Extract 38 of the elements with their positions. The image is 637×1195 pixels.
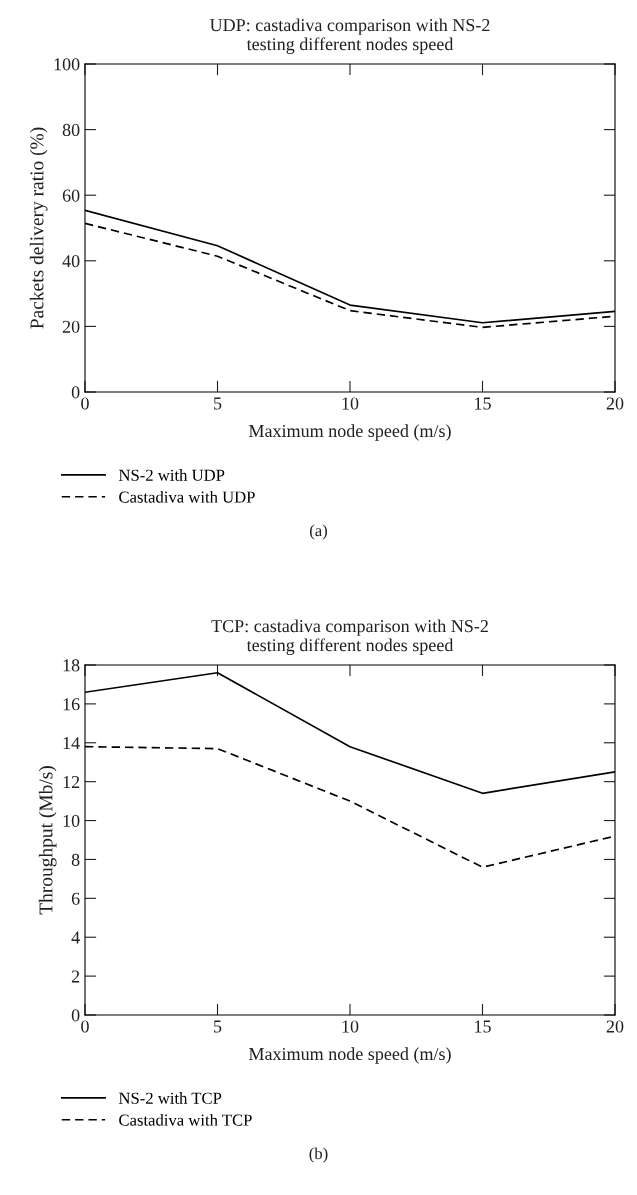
y-tick-label: 16 bbox=[63, 698, 80, 711]
x-tick-label: 10 bbox=[342, 1020, 359, 1033]
legend-label: NS-2 with UDP bbox=[118, 469, 225, 481]
text: (b) bbox=[309, 1147, 328, 1163]
chart-title: TCP: castadiva comparison with NS-2 testing different nodes speed bbox=[211, 619, 488, 656]
x-axis-title: Maximum node speed (m/s) bbox=[248, 1047, 451, 1064]
y-tick-label: 12 bbox=[63, 775, 80, 788]
y-tick-label: 18 bbox=[63, 659, 80, 672]
y-tick-label: 14 bbox=[63, 737, 80, 750]
chart-title: UDP: castadiva comparison with NS-2 testing different nodes speed bbox=[209, 18, 490, 55]
y-axis-title: Packets delivery ratio (%) bbox=[29, 127, 48, 329]
y-tick-label: 60 bbox=[62, 189, 80, 202]
x-tick-label: 15 bbox=[475, 1020, 491, 1033]
y-tick-label: 0 bbox=[71, 386, 80, 399]
x-axis-title: Maximum node speed (m/s) bbox=[248, 424, 451, 441]
x-tick-label: 15 bbox=[475, 397, 491, 410]
y-tick-label: 100 bbox=[54, 58, 80, 71]
x-tick-label: 0 bbox=[81, 1020, 89, 1033]
y-axis-title: Throughput (Mb/s) bbox=[38, 766, 57, 915]
y-tick-label: 80 bbox=[62, 123, 80, 137]
x-tick-label: 5 bbox=[214, 1020, 222, 1033]
legend-label: Castadiva with UDP bbox=[119, 490, 255, 503]
y-tick-label: 0 bbox=[71, 1009, 80, 1022]
legend-label: Castadiva with TCP bbox=[119, 1113, 252, 1126]
y-tick-label: 2 bbox=[71, 970, 80, 983]
x-tick-label: 5 bbox=[214, 397, 222, 410]
y-tick-label: 4 bbox=[71, 931, 80, 944]
y-tick-label: 20 bbox=[62, 320, 80, 333]
y-tick-label: 6 bbox=[71, 892, 80, 905]
text: (a) bbox=[309, 524, 328, 540]
x-tick-label: 0 bbox=[81, 397, 89, 410]
x-tick-label: 20 bbox=[606, 1020, 624, 1033]
y-tick-label: 10 bbox=[63, 814, 80, 827]
x-tick-label: 10 bbox=[342, 397, 359, 410]
legend-label: NS-2 with TCP bbox=[118, 1092, 222, 1104]
y-tick-label: 40 bbox=[62, 255, 80, 268]
y-tick-label: 8 bbox=[71, 853, 80, 866]
x-tick-label: 20 bbox=[606, 397, 624, 410]
